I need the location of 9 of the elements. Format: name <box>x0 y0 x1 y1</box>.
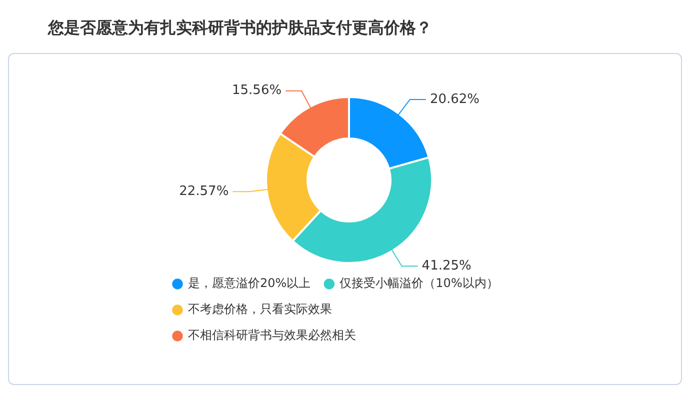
data-label: 15.56% <box>232 83 282 98</box>
legend-label: 仅接受小幅溢价（10%以内） <box>340 276 498 290</box>
data-label: 41.25% <box>422 258 472 274</box>
data-label: 22.57% <box>179 184 229 200</box>
legend-label: 不考虑价格，只看实际效果 <box>188 302 332 316</box>
data-label: 20.62% <box>430 92 480 107</box>
legend-label: 是，愿意溢价20%以上 <box>188 276 311 290</box>
legend-label: 不相信科研背书与效果必然相关 <box>188 328 356 342</box>
chart-title: 您是否愿意为有扎实科研背书的护肤品支付更高价格？ <box>46 17 433 39</box>
